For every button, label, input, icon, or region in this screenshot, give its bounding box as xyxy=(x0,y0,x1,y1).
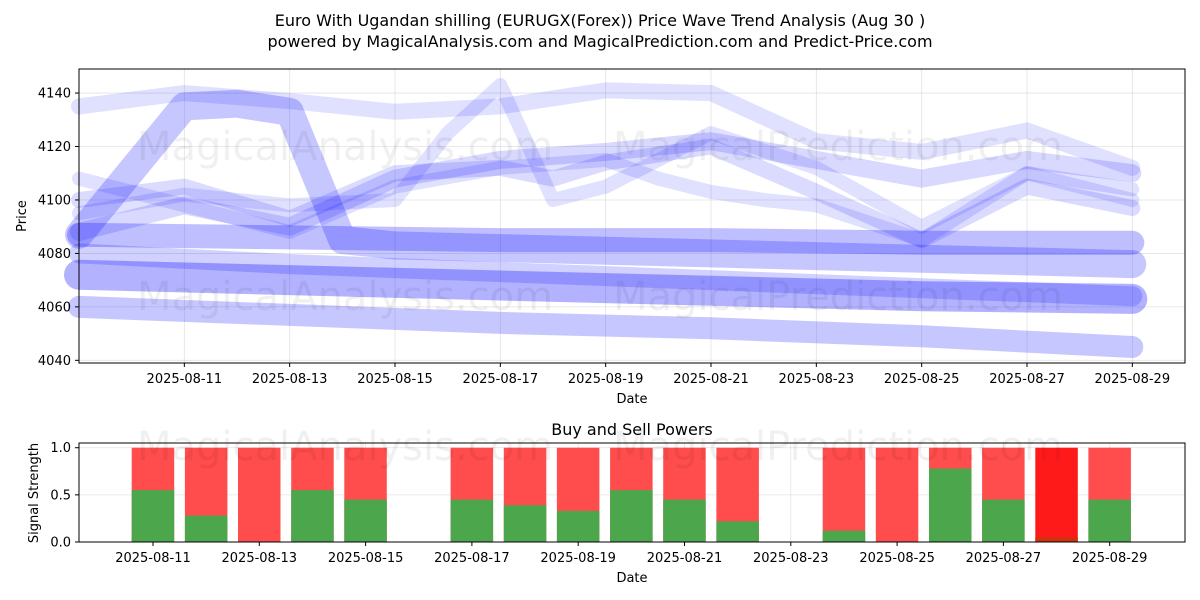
buy-power-bar xyxy=(344,499,387,542)
price-x-tick-label: 2025-08-19 xyxy=(568,372,644,387)
buy-power-bar xyxy=(184,515,228,542)
price-y-tick-label: 4100 xyxy=(38,193,71,208)
signal-x-tick-label: 2025-08-11 xyxy=(115,551,191,566)
chart-title-line-1: Euro With Ugandan shilling (EURUGX(Forex… xyxy=(275,11,925,30)
signal-x-tick-label: 2025-08-23 xyxy=(753,551,829,566)
buy-power-bar xyxy=(982,499,1025,542)
watermark-top-left: MagicalAnalysis.com xyxy=(137,124,553,170)
price-x-tick-label: 2025-08-17 xyxy=(463,372,539,387)
price-axis-ticks: 2025-08-11 2025-08-13 2025-08-15 2025-08-17… xyxy=(38,87,1170,387)
signal-x-tick-label: 2025-08-15 xyxy=(328,551,404,566)
buy-power-bar xyxy=(450,499,494,542)
signal-x-tick-label: 2025-08-27 xyxy=(966,551,1042,566)
price-y-tick-label: 4140 xyxy=(38,87,71,102)
signal-x-tick-label: 2025-08-29 xyxy=(1072,551,1148,566)
price-wave-band xyxy=(71,138,1141,249)
sell-power-bar xyxy=(1035,447,1078,542)
price-x-tick-label: 2025-08-11 xyxy=(147,372,223,387)
chart-title-line-2: powered by MagicalAnalysis.com and Magic… xyxy=(267,32,932,51)
price-wave-band xyxy=(72,152,1140,248)
price-x-tick-label: 2025-08-25 xyxy=(884,372,960,387)
price-y-tick-label: 4040 xyxy=(38,354,71,369)
buy-power-bar xyxy=(1088,499,1131,542)
price-y-tick-label: 4060 xyxy=(38,300,71,315)
price-panel: MagicalAnalysis.com MagicalPrediction.co… xyxy=(15,68,1186,407)
signal-x-tick-label: 2025-08-25 xyxy=(859,551,935,566)
signal-y-tick-label: 0.5 xyxy=(50,488,71,503)
signal-bars xyxy=(131,447,1131,542)
price-wave-band xyxy=(68,295,1144,358)
signal-plot-frame xyxy=(78,442,1186,543)
price-x-tick-label: 2025-08-21 xyxy=(673,372,749,387)
price-x-tick-label: 2025-08-23 xyxy=(779,372,855,387)
watermark-bottom-right: MagicalPrediction.com xyxy=(613,424,1063,470)
signal-x-axis-label: Date xyxy=(616,571,647,586)
price-grid xyxy=(79,69,1185,363)
price-x-tick-label: 2025-08-13 xyxy=(252,372,328,387)
price-x-tick-label: 2025-08-15 xyxy=(357,372,433,387)
buy-power-bar xyxy=(663,499,706,542)
buy-power-bar xyxy=(929,468,972,542)
price-wave-band xyxy=(65,89,1147,279)
price-wave-band xyxy=(72,78,1140,234)
price-wave-band xyxy=(64,259,1148,314)
signal-x-tick-label: 2025-08-19 xyxy=(540,551,616,566)
price-x-axis-label: Date xyxy=(616,392,647,407)
buy-power-bar xyxy=(610,490,653,542)
buy-power-bar xyxy=(716,521,759,542)
price-plot-frame xyxy=(78,68,1186,364)
watermark-bottom-left: MagicalAnalysis.com xyxy=(137,424,553,470)
sell-power-bar xyxy=(822,447,866,542)
signal-axis-ticks: 2025-08-11 2025-08-13 2025-08-15 2025-08-17… xyxy=(50,441,1147,566)
watermark-top-right: MagicalPrediction.com xyxy=(613,124,1063,170)
signal-panel: Buy and Sell Powers MagicalAnalysis.com … xyxy=(27,420,1186,586)
buy-power-bar xyxy=(822,530,866,542)
signal-chart-title: Buy and Sell Powers xyxy=(551,420,713,439)
watermark-mid-right: MagicalPrediction.com xyxy=(613,274,1063,320)
signal-x-tick-label: 2025-08-13 xyxy=(222,551,298,566)
price-y-axis-label: Price xyxy=(15,200,30,232)
price-wave-band xyxy=(71,82,1141,176)
price-x-tick-label: 2025-08-29 xyxy=(1095,372,1171,387)
sell-power-bar xyxy=(875,447,919,542)
signal-y-axis-label: Signal Strength xyxy=(27,443,42,543)
sell-power-bar xyxy=(238,447,281,542)
price-wave-band xyxy=(67,222,1145,255)
buy-power-bar xyxy=(556,510,600,542)
price-y-tick-label: 4080 xyxy=(38,247,71,262)
signal-y-tick-label: 0.0 xyxy=(50,536,71,551)
signal-x-tick-label: 2025-08-21 xyxy=(647,551,723,566)
price-wave-bands xyxy=(64,78,1148,358)
price-x-tick-label: 2025-08-27 xyxy=(989,372,1065,387)
price-wave-band xyxy=(69,243,1143,307)
buy-power-bar xyxy=(503,505,547,542)
signal-x-tick-label: 2025-08-17 xyxy=(434,551,510,566)
buy-power-bar xyxy=(131,490,175,542)
buy-power-bar xyxy=(291,490,334,542)
signal-y-tick-label: 1.0 xyxy=(50,441,71,456)
watermark-mid-left: MagicalAnalysis.com xyxy=(137,274,553,320)
price-wave-band xyxy=(70,132,1142,241)
buy-power-bar xyxy=(1035,537,1078,542)
price-y-tick-label: 4120 xyxy=(38,140,71,155)
